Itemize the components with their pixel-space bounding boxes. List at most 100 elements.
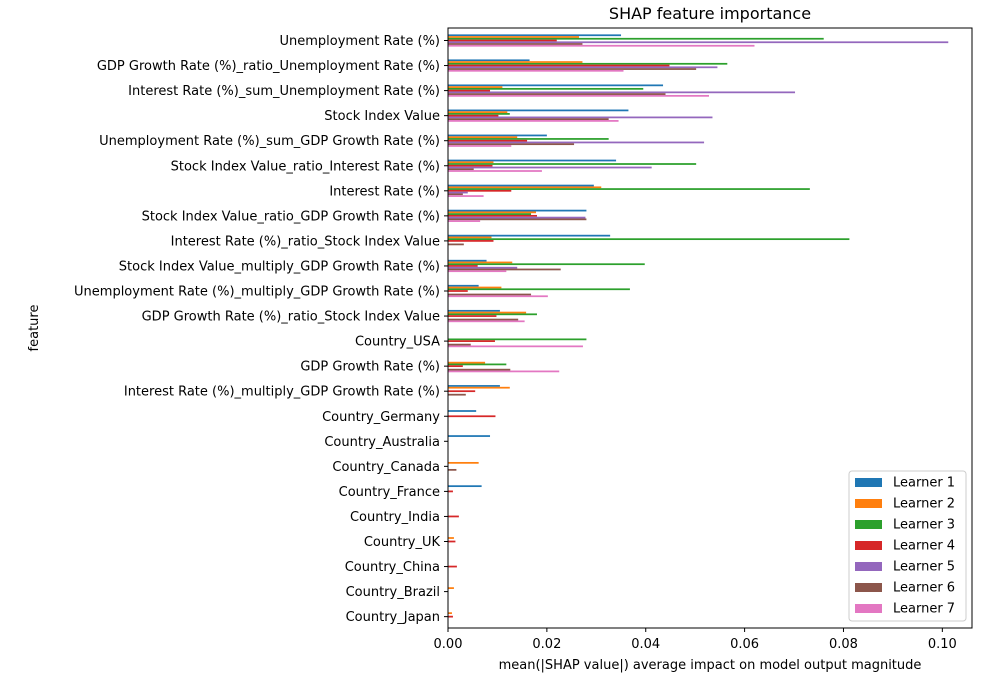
bar-6-series-1 bbox=[448, 159, 617, 162]
bar-17-series-1 bbox=[448, 435, 491, 437]
bar-15-series-1 bbox=[448, 385, 500, 387]
bar-2-series-2 bbox=[448, 61, 583, 63]
bar-10-series-6 bbox=[448, 268, 561, 271]
y-tick-label: Country_Brazil bbox=[346, 585, 440, 600]
y-tick-label: Unemployment Rate (%)_multiply_GDP Growt… bbox=[74, 285, 440, 300]
bar-5-series-1 bbox=[448, 134, 547, 137]
bar-3-series-7 bbox=[448, 94, 710, 97]
bar-7-series-5 bbox=[448, 191, 468, 194]
y-tick-label: Unemployment Rate (%) bbox=[280, 34, 441, 49]
bar-15-series-6 bbox=[448, 393, 466, 396]
legend-entry: Learner 7 bbox=[893, 602, 955, 617]
bar-2-series-7 bbox=[448, 69, 624, 72]
bar-2-series-3 bbox=[448, 62, 728, 65]
bar-12-series-7 bbox=[448, 320, 525, 323]
bar-6-series-2 bbox=[448, 161, 494, 164]
x-tick-label: 0.04 bbox=[631, 637, 660, 652]
bar-1-series-2 bbox=[448, 36, 579, 38]
bar-8-series-2 bbox=[448, 211, 536, 214]
y-tick-label: Country_Australia bbox=[324, 435, 440, 450]
bar-10-series-3 bbox=[448, 263, 645, 266]
legend: Learner 1 Learner 2 Learner 3 Learner 4 Lear… bbox=[848, 470, 967, 622]
bar-4-series-1 bbox=[448, 109, 629, 112]
bars-layer bbox=[448, 34, 949, 618]
bar-6-series-7 bbox=[448, 170, 542, 172]
bar-12-series-2 bbox=[448, 311, 527, 314]
bar-14-series-3 bbox=[448, 363, 507, 366]
y-tick-label: Stock Index Value_ratio_Interest Rate (%… bbox=[171, 159, 440, 174]
bar-3-series-1 bbox=[448, 84, 664, 87]
bar-14-series-4 bbox=[448, 365, 463, 368]
y-tick-label: Interest Rate (%)_ratio_Stock Index Valu… bbox=[171, 234, 440, 249]
chart-title: SHAP feature importance bbox=[609, 4, 811, 23]
bar-15-series-4 bbox=[448, 390, 476, 393]
bar-7-series-6 bbox=[448, 193, 463, 196]
y-tick-label: Stock Index Value_ratio_GDP Growth Rate … bbox=[142, 209, 440, 224]
legend-swatch bbox=[855, 541, 882, 550]
x-tick-label: 0.10 bbox=[928, 637, 957, 652]
bar-9-series-2 bbox=[448, 236, 492, 239]
bar-8-series-1 bbox=[448, 209, 587, 212]
bar-16-series-1 bbox=[448, 410, 477, 412]
legend-entry: Learner 1 bbox=[893, 476, 955, 491]
bar-11-series-7 bbox=[448, 295, 548, 298]
bar-24-series-4 bbox=[448, 615, 453, 618]
y-tick-label: Country_Japan bbox=[346, 610, 440, 625]
bar-10-series-2 bbox=[448, 261, 513, 264]
y-tick-label: Country_India bbox=[350, 510, 440, 525]
bar-9-series-4 bbox=[448, 240, 494, 242]
bar-4-series-7 bbox=[448, 120, 619, 122]
x-tick-label: 0.08 bbox=[829, 637, 858, 652]
bar-7-series-4 bbox=[448, 189, 512, 192]
bar-12-series-1 bbox=[448, 309, 500, 312]
bar-13-series-6 bbox=[448, 343, 471, 346]
bar-1-series-4 bbox=[448, 39, 557, 42]
bar-2-series-6 bbox=[448, 68, 697, 70]
legend-swatch bbox=[855, 478, 882, 487]
bar-21-series-2 bbox=[448, 537, 454, 539]
bar-24-series-2 bbox=[448, 612, 452, 615]
bar-8-series-7 bbox=[448, 220, 481, 222]
y-axis: Unemployment Rate (%) GDP Growth Rate (%)… bbox=[74, 34, 448, 625]
bar-5-series-4 bbox=[448, 139, 528, 142]
y-tick-label: Country_USA bbox=[355, 335, 440, 350]
x-axis: 0.00 0.02 0.04 0.06 0.08 0.10 bbox=[434, 628, 957, 652]
bar-18-series-2 bbox=[448, 461, 479, 464]
bar-8-series-4 bbox=[448, 214, 537, 217]
bar-6-series-5 bbox=[448, 166, 652, 169]
bar-2-series-1 bbox=[448, 59, 530, 62]
y-tick-label: Interest Rate (%)_multiply_GDP Growth Ra… bbox=[124, 385, 440, 400]
legend-entry: Learner 5 bbox=[893, 560, 955, 575]
legend-swatch bbox=[855, 562, 882, 571]
bar-6-series-4 bbox=[448, 164, 493, 167]
bar-8-series-5 bbox=[448, 216, 586, 219]
bar-20-series-4 bbox=[448, 515, 459, 518]
bar-4-series-3 bbox=[448, 113, 510, 115]
y-tick-label: Interest Rate (%) bbox=[329, 184, 440, 199]
y-tick-label: Country_China bbox=[345, 560, 440, 575]
bar-12-series-6 bbox=[448, 318, 519, 321]
bar-15-series-2 bbox=[448, 386, 510, 389]
x-tick-label: 0.02 bbox=[532, 637, 561, 652]
bar-5-series-6 bbox=[448, 143, 575, 146]
bar-2-series-5 bbox=[448, 66, 718, 69]
bar-2-series-4 bbox=[448, 64, 670, 67]
y-tick-label: Country_UK bbox=[364, 535, 441, 550]
bar-9-series-3 bbox=[448, 238, 850, 241]
x-tick-label: 0.00 bbox=[434, 637, 463, 652]
bar-11-series-2 bbox=[448, 286, 502, 289]
bar-19-series-1 bbox=[448, 485, 482, 488]
bar-19-series-4 bbox=[448, 490, 453, 493]
bar-8-series-6 bbox=[448, 218, 587, 221]
y-tick-label: GDP Growth Rate (%)_ratio_Unemployment R… bbox=[97, 59, 440, 74]
y-tick-label: Country_Canada bbox=[332, 460, 440, 475]
legend-entry: Learner 4 bbox=[893, 539, 955, 554]
bar-13-series-3 bbox=[448, 338, 587, 341]
bar-7-series-3 bbox=[448, 188, 810, 190]
bar-7-series-1 bbox=[448, 184, 594, 187]
bar-12-series-3 bbox=[448, 313, 537, 316]
bar-1-series-5 bbox=[448, 41, 949, 44]
bar-3-series-5 bbox=[448, 91, 796, 94]
bar-22-series-4 bbox=[448, 565, 457, 568]
